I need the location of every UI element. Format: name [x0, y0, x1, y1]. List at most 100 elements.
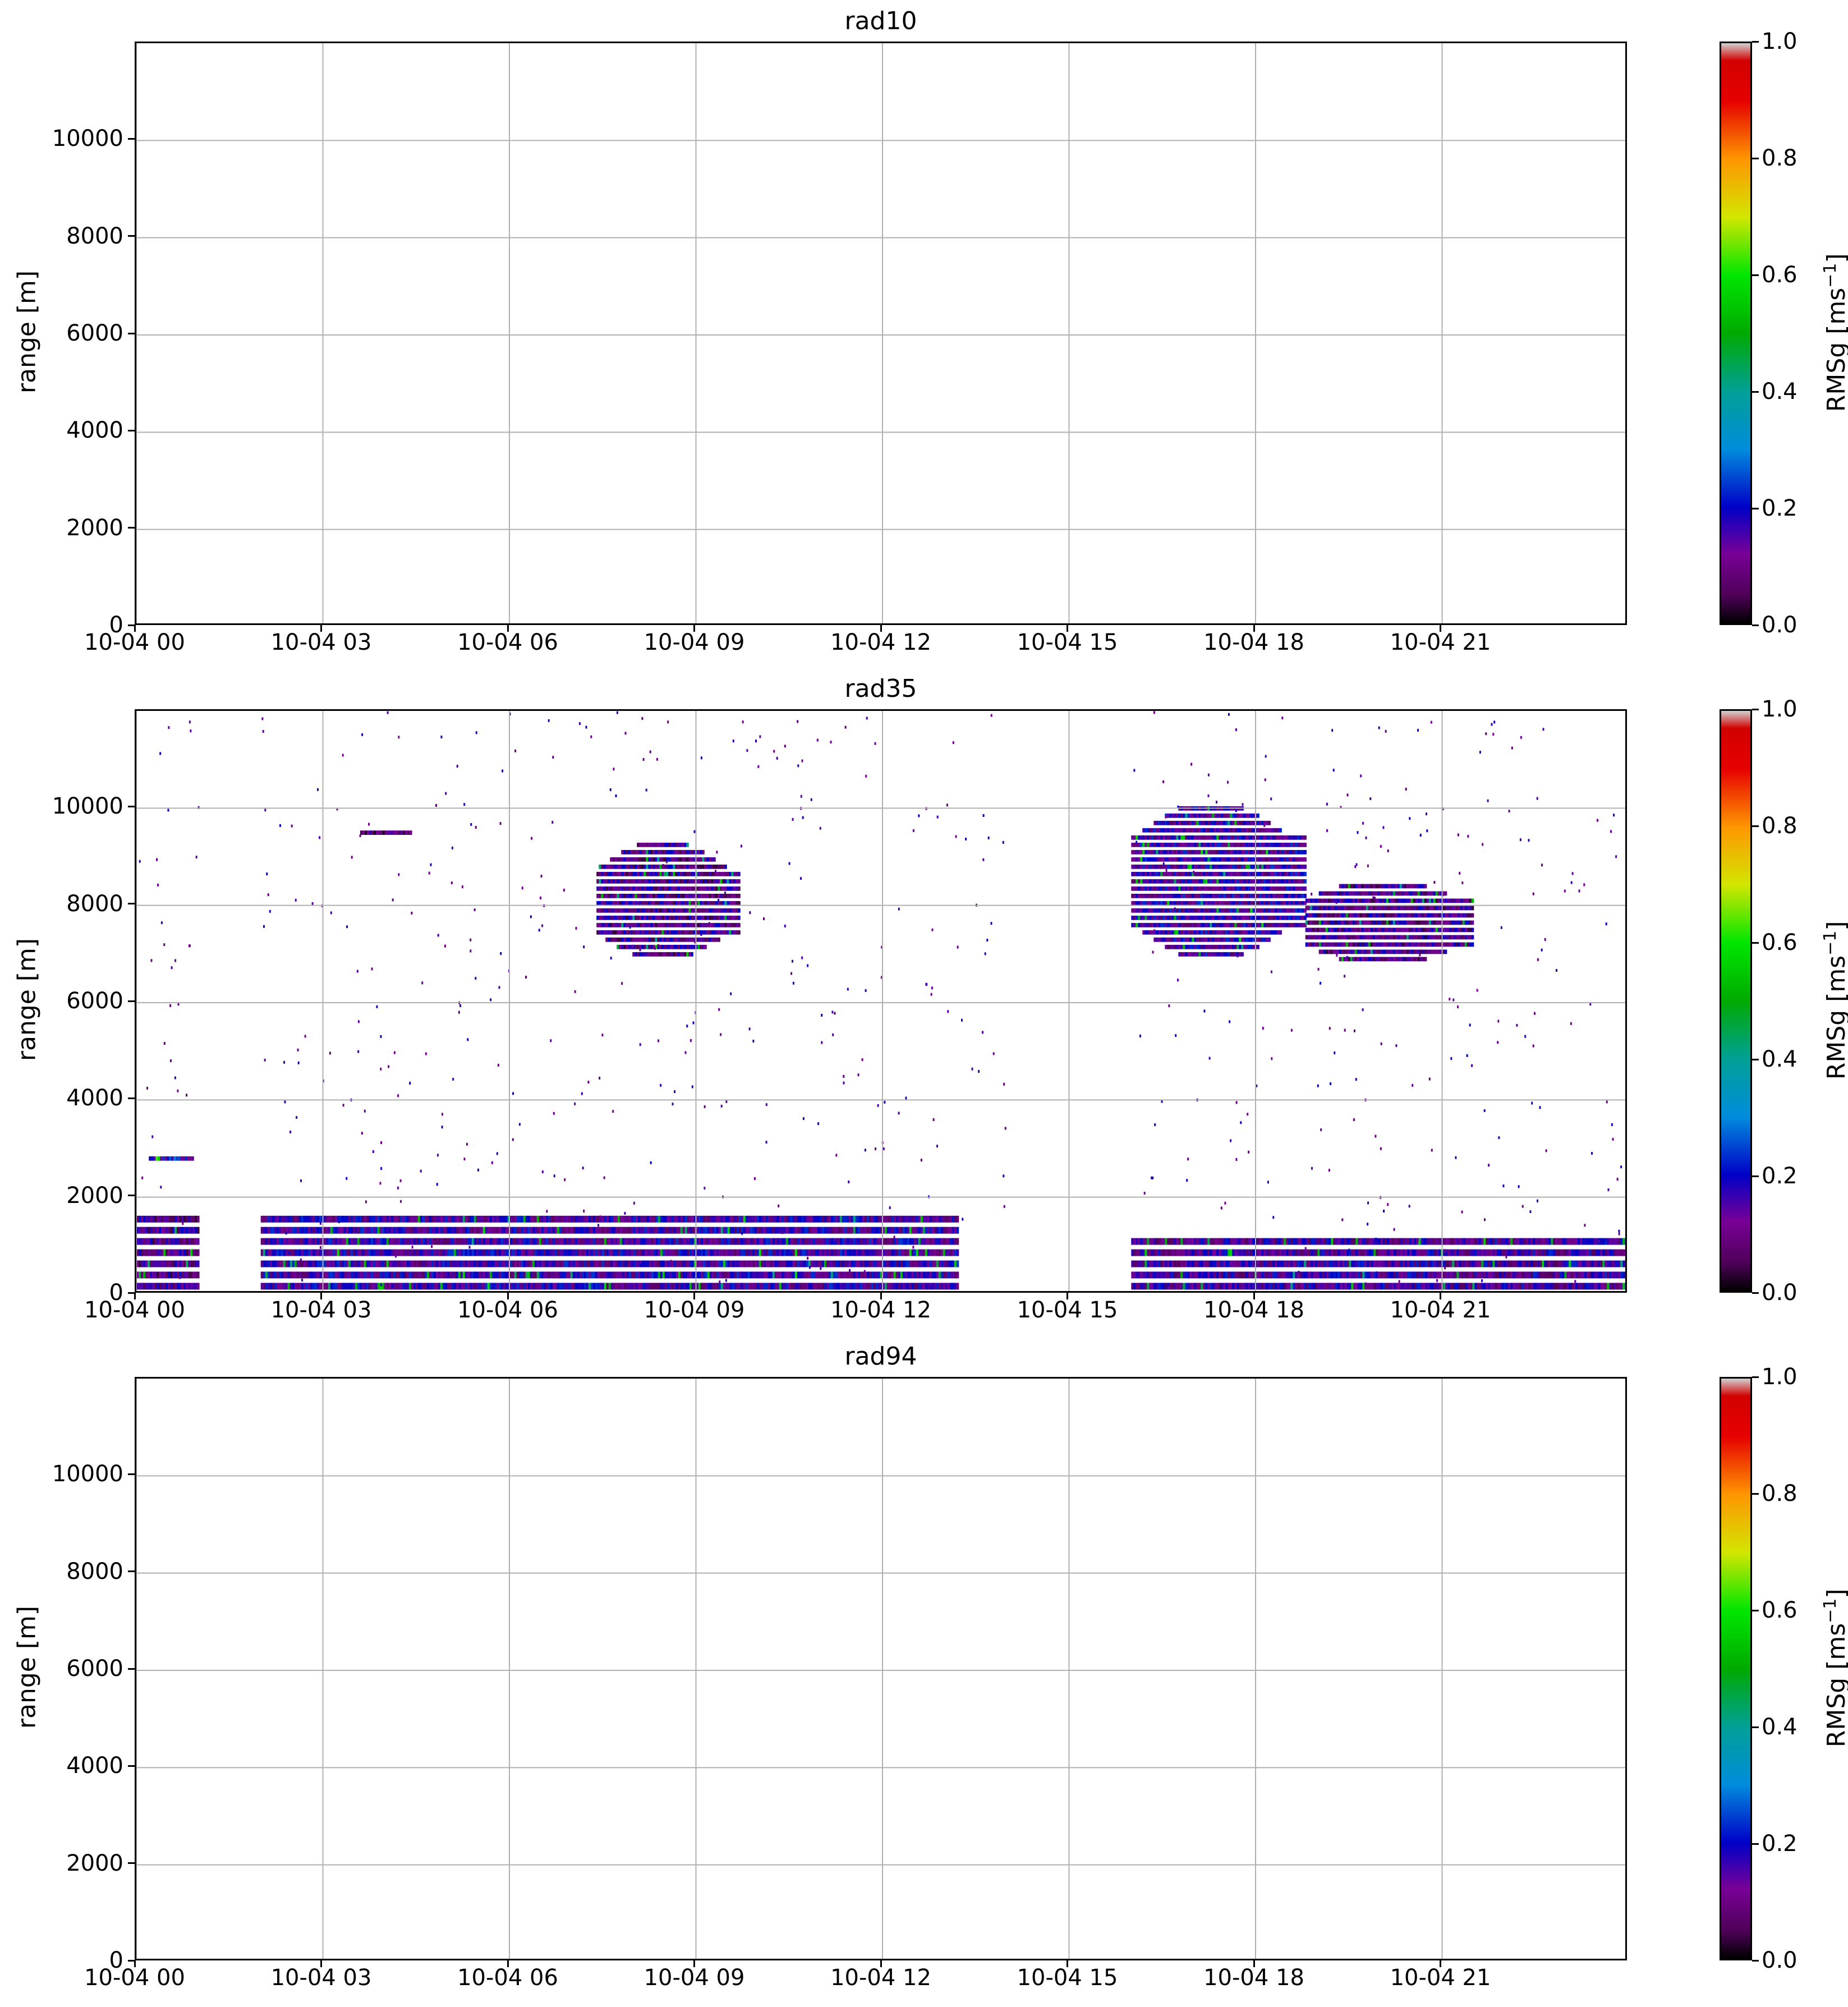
data-cell-r0 — [150, 1249, 153, 1256]
data-cell-r4 — [1185, 952, 1188, 957]
data-cell-r1 — [478, 1238, 481, 1245]
data-cell-r3 — [702, 915, 705, 920]
data-cell-r4 — [1207, 901, 1210, 906]
data-cell-r3 — [679, 901, 682, 906]
data-cell-r4 — [1219, 930, 1221, 935]
data-cell-r1 — [660, 1227, 663, 1234]
data-cell-r1 — [449, 1227, 452, 1234]
data-cell-r2 — [1416, 1283, 1419, 1290]
data-cell-r2 — [1434, 1283, 1437, 1290]
data-cell-r1 — [420, 1271, 423, 1279]
data-cell-r2 — [1409, 1249, 1412, 1256]
data-cell-r4 — [1234, 922, 1237, 927]
data-cell-r1 — [399, 1260, 403, 1267]
data-cell-r1 — [678, 1227, 681, 1234]
data-cell-r1 — [590, 1238, 594, 1245]
data-cell-r1 — [435, 1215, 439, 1223]
data-cell-r3 — [612, 857, 615, 862]
data-cell-r1 — [395, 1215, 398, 1223]
data-cell-r4 — [1221, 915, 1224, 920]
data-cell-r2 — [1429, 1260, 1432, 1267]
data-cell-r1 — [487, 1283, 490, 1290]
data-cell-r1 — [646, 1260, 650, 1267]
data-cell-r4 — [1158, 930, 1161, 935]
data-cell-r1 — [700, 1260, 704, 1267]
data-cell-r1 — [552, 1283, 555, 1290]
data-cell-r3 — [711, 857, 714, 862]
data-cell-r0 — [174, 1238, 177, 1245]
data-cell-r1 — [476, 1271, 479, 1279]
data-cell-r4 — [1185, 893, 1188, 898]
data-cell-r1 — [440, 1260, 443, 1267]
data-cell-r3 — [661, 901, 664, 906]
data-cell-r1 — [898, 1283, 901, 1290]
data-cell-r1 — [698, 1238, 701, 1245]
data-cell-r1 — [837, 1249, 840, 1256]
data-cell-r1 — [653, 1283, 656, 1290]
data-cell-r1 — [882, 1249, 885, 1256]
data-cell-r1 — [788, 1249, 791, 1256]
data-cell-r1 — [503, 1249, 506, 1256]
data-cell-r2 — [1400, 1249, 1403, 1256]
data-cell-r2 — [1277, 1271, 1280, 1279]
data-cell-r1 — [379, 1249, 383, 1256]
data-cell-r3 — [632, 893, 635, 898]
data-cell-r3 — [641, 937, 644, 942]
data-cell-r4 — [1295, 893, 1298, 898]
data-cell-r2 — [1414, 1260, 1417, 1267]
data-cell-r1 — [882, 1283, 885, 1290]
data-cell-r3 — [666, 915, 669, 920]
data-cell-r4 — [1241, 901, 1244, 906]
data-cell-r3 — [635, 871, 637, 876]
data-cell-r1 — [281, 1249, 284, 1256]
data-cell-r0 — [183, 1215, 186, 1223]
data-cell-r3 — [668, 893, 671, 898]
data-cell-r1 — [523, 1238, 526, 1245]
data-cell-r1 — [644, 1215, 647, 1223]
data-cell-r1 — [267, 1238, 270, 1245]
data-cell-r1 — [334, 1271, 338, 1279]
data-cell-r3 — [621, 893, 624, 898]
data-cell-r1 — [339, 1249, 342, 1256]
data-cell-r3 — [686, 944, 689, 949]
data-cell-r1 — [754, 1271, 757, 1279]
data-cell-r1 — [577, 1227, 580, 1234]
data-cell-r1 — [893, 1238, 897, 1245]
data-cell-r2 — [1376, 1271, 1378, 1279]
data-cell-r2 — [1454, 1271, 1457, 1279]
data-cell-r3 — [713, 922, 716, 927]
data-cell-r3 — [628, 937, 631, 942]
data-cell-r1 — [779, 1238, 782, 1245]
data-cell-r2 — [1281, 1238, 1284, 1245]
data-cell-r2 — [1144, 1283, 1147, 1290]
data-cell-r3 — [617, 915, 619, 920]
data-cell-r1 — [714, 1227, 717, 1234]
data-cell-r0 — [141, 1215, 144, 1223]
data-cell-r2 — [1378, 1238, 1381, 1245]
data-cell-r1 — [613, 1215, 616, 1223]
data-cell-r1 — [307, 1249, 311, 1256]
data-cell-r3 — [733, 893, 736, 898]
data-cell-r1 — [877, 1283, 881, 1290]
data-cell-r3 — [619, 871, 622, 876]
data-cell-r1 — [379, 1227, 383, 1234]
data-cell-r2 — [1367, 1249, 1369, 1256]
data-cell-r4 — [1293, 893, 1295, 898]
data-cell-r3 — [733, 901, 736, 906]
data-cell-r1 — [496, 1271, 499, 1279]
data-cell-r2 — [1261, 1283, 1264, 1290]
data-cell-r1 — [431, 1227, 434, 1234]
data-cell-r4 — [1160, 937, 1163, 942]
data-cell-r2 — [1295, 1260, 1298, 1267]
data-cell-r1 — [539, 1215, 542, 1223]
data-cell-r3 — [596, 922, 599, 927]
data-cell-r0 — [150, 1238, 153, 1245]
data-cell-r3 — [686, 952, 689, 957]
data-cell-r4 — [1162, 915, 1165, 920]
data-cell-r4 — [1304, 922, 1307, 927]
data-cell-r1 — [853, 1227, 856, 1234]
data-cell-r4 — [1144, 915, 1147, 920]
data-cell-r1 — [810, 1238, 813, 1245]
data-cell-r3 — [702, 901, 705, 906]
data-cell-r2 — [1427, 1271, 1430, 1279]
